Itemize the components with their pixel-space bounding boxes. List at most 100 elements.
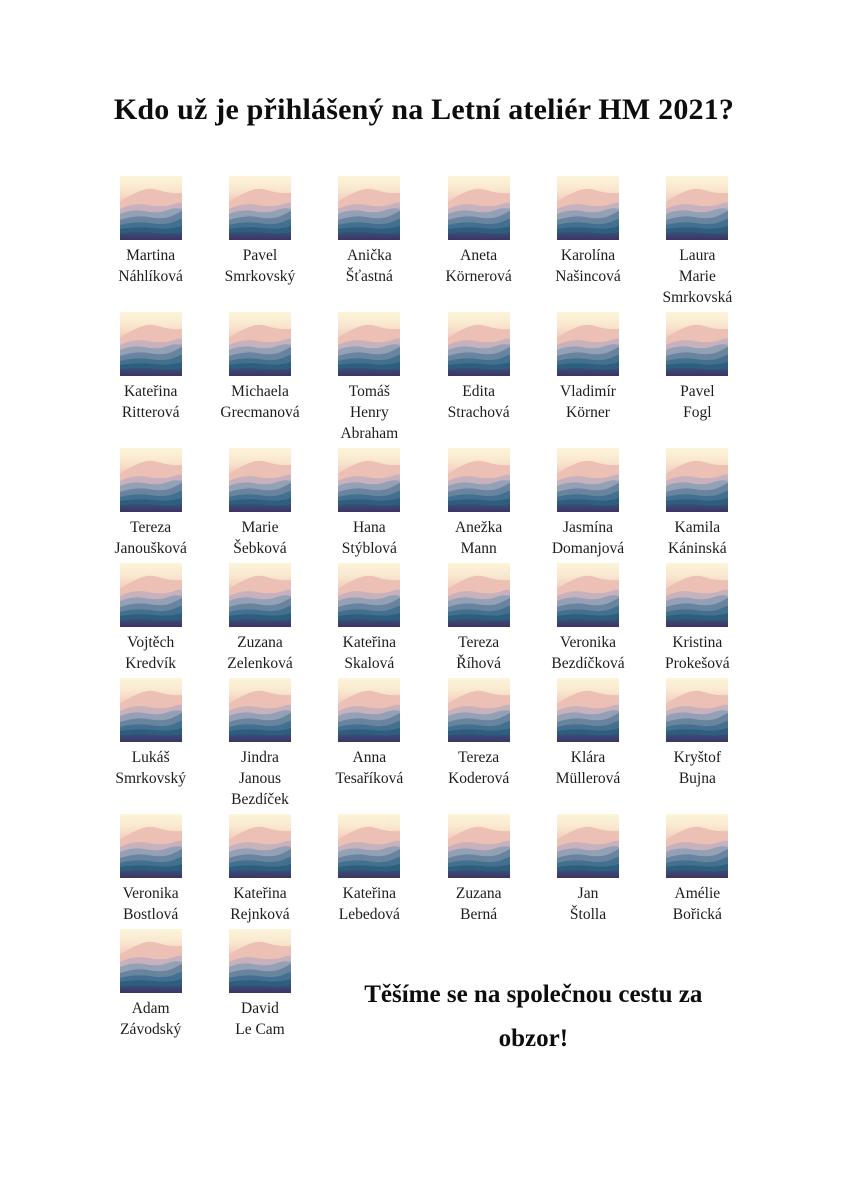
- sunset-mountains-image: [119, 929, 182, 993]
- participant-name: Jindra Janous Bezdíček: [231, 749, 289, 808]
- participant-cell: Adam Závodský: [96, 929, 205, 1061]
- sunset-mountains-image: [556, 563, 619, 627]
- sunset-mountains-graphic: [666, 563, 729, 627]
- participant-name: Hana Stýblová: [341, 519, 397, 557]
- participant-name: Tereza Koderová: [448, 749, 510, 787]
- participant-cell: David Le Cam: [205, 929, 314, 1061]
- participant-cell: Veronika Bezdíčková: [533, 563, 642, 674]
- participant-cell: Pavel Fogl: [643, 312, 752, 444]
- sunset-mountains-image: [556, 448, 619, 512]
- participant-cell: Vladimír Körner: [533, 312, 642, 444]
- sunset-mountains-image: [666, 176, 729, 240]
- participant-cell: Kristina Prokešová: [643, 563, 752, 674]
- sunset-mountains-graphic: [119, 929, 182, 993]
- sunset-mountains-image: [666, 312, 729, 376]
- participant-name: Aneta Körnerová: [445, 247, 512, 285]
- participant-name: Michaela Grecmanová: [220, 383, 300, 421]
- participant-cell: Edita Strachová: [424, 312, 533, 444]
- sunset-mountains-image: [338, 563, 401, 627]
- participant-cell: Kateřina Skalová: [315, 563, 424, 674]
- participant-name: Tereza Janoušková: [114, 519, 187, 557]
- participant-name: Martina Náhlíková: [118, 247, 183, 285]
- participant-cell: Zuzana Zelenková: [205, 563, 314, 674]
- sunset-mountains-graphic: [119, 563, 182, 627]
- sunset-mountains-graphic: [338, 563, 401, 627]
- sunset-mountains-graphic: [447, 814, 510, 878]
- sunset-mountains-image: [119, 678, 182, 742]
- participant-cell: Aneta Körnerová: [424, 176, 533, 308]
- sunset-mountains-graphic: [556, 448, 619, 512]
- sunset-mountains-image: [338, 814, 401, 878]
- participant-cell: Zuzana Berná: [424, 814, 533, 925]
- participant-name: Zuzana Zelenková: [227, 634, 293, 672]
- sunset-mountains-graphic: [666, 678, 729, 742]
- sunset-mountains-image: [228, 814, 291, 878]
- participant-cell: Vojtěch Kredvík: [96, 563, 205, 674]
- sunset-mountains-image: [228, 448, 291, 512]
- participant-name: Pavel Smrkovský: [224, 247, 296, 285]
- sunset-mountains-image: [119, 563, 182, 627]
- participant-cell: Michaela Grecmanová: [205, 312, 314, 444]
- sunset-mountains-graphic: [119, 814, 182, 878]
- page-title: Kdo už je přihlášený na Letní ateliér HM…: [113, 93, 735, 126]
- participant-name: Amélie Bořická: [672, 885, 722, 923]
- sunset-mountains-image: [119, 448, 182, 512]
- sunset-mountains-graphic: [447, 448, 510, 512]
- participant-name: Kateřina Ritterová: [121, 383, 180, 421]
- participant-cell: Martina Náhlíková: [96, 176, 205, 308]
- participant-name: Jasmína Domanjová: [551, 519, 625, 557]
- participant-name: Anička Šťastná: [345, 247, 393, 285]
- sunset-mountains-graphic: [338, 448, 401, 512]
- participant-cell: Lukáš Smrkovský: [96, 678, 205, 810]
- participant-cell: Tereza Říhová: [424, 563, 533, 674]
- sunset-mountains-image: [666, 448, 729, 512]
- sunset-mountains-image: [228, 929, 291, 993]
- sunset-mountains-graphic: [228, 563, 291, 627]
- sunset-mountains-image: [228, 563, 291, 627]
- participant-name: Kateřina Lebedová: [338, 885, 400, 923]
- sunset-mountains-image: [119, 814, 182, 878]
- sunset-mountains-graphic: [228, 929, 291, 993]
- participants-grid: Martina Náhlíková Pavel Smrkovský: [96, 176, 752, 1061]
- participant-cell: Kateřina Rejnková: [205, 814, 314, 925]
- participant-name: Vojtěch Kredvík: [125, 634, 177, 672]
- sunset-mountains-graphic: [556, 176, 619, 240]
- participant-name: Tereza Říhová: [456, 634, 502, 672]
- sunset-mountains-image: [119, 176, 182, 240]
- sunset-mountains-image: [119, 312, 182, 376]
- participant-name: Anna Tesaříková: [335, 749, 404, 787]
- sunset-mountains-graphic: [666, 448, 729, 512]
- participant-name: Edita Strachová: [447, 383, 510, 421]
- participant-cell: Veronika Bostlová: [96, 814, 205, 925]
- closing-message: Těšíme se na společnou cestu za obzor!: [364, 981, 703, 1052]
- sunset-mountains-image: [447, 448, 510, 512]
- sunset-mountains-image: [556, 678, 619, 742]
- participant-name: Laura Marie Smrkovská: [662, 247, 733, 306]
- participant-cell: Kateřina Ritterová: [96, 312, 205, 444]
- participant-name: Kateřina Rejnková: [230, 885, 290, 923]
- sunset-mountains-graphic: [338, 678, 401, 742]
- participant-name: Klára Müllerová: [555, 749, 621, 787]
- sunset-mountains-image: [556, 814, 619, 878]
- sunset-mountains-graphic: [119, 448, 182, 512]
- participant-cell: Marie Šebková: [205, 448, 314, 559]
- sunset-mountains-graphic: [338, 312, 401, 376]
- participant-name: Pavel Fogl: [680, 383, 715, 421]
- sunset-mountains-graphic: [119, 312, 182, 376]
- sunset-mountains-graphic: [119, 678, 182, 742]
- sunset-mountains-graphic: [447, 678, 510, 742]
- sunset-mountains-image: [447, 312, 510, 376]
- participant-name: Veronika Bostlová: [122, 885, 179, 923]
- sunset-mountains-graphic: [119, 176, 182, 240]
- sunset-mountains-graphic: [556, 814, 619, 878]
- participant-name: Jan Štolla: [569, 885, 607, 923]
- participant-name: Kryštof Bujna: [673, 749, 721, 787]
- participant-name: Adam Závodský: [120, 1000, 182, 1038]
- participant-name: Veronika Bezdíčková: [551, 634, 625, 672]
- sunset-mountains-image: [447, 176, 510, 240]
- sunset-mountains-image: [666, 678, 729, 742]
- participant-name: Kateřina Skalová: [342, 634, 396, 672]
- participant-cell: Tereza Janoušková: [96, 448, 205, 559]
- sunset-mountains-graphic: [666, 312, 729, 376]
